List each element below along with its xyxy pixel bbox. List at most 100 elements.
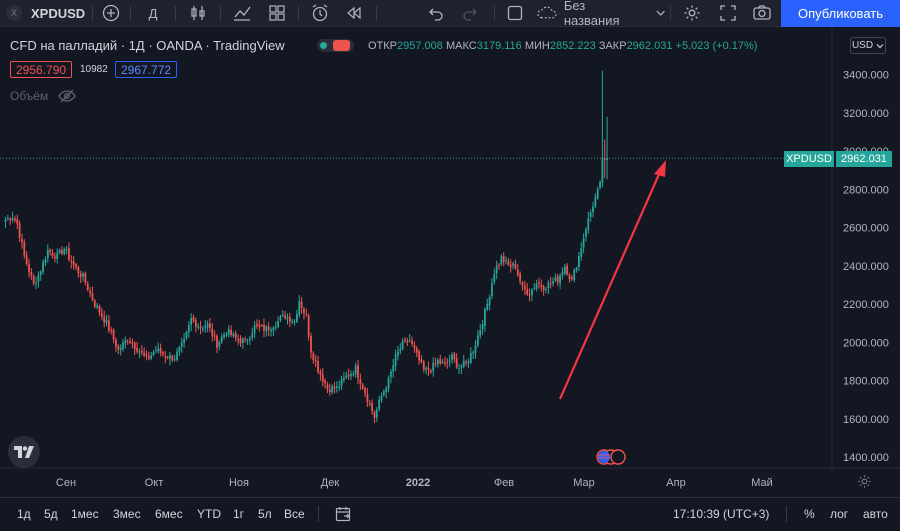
candle-body	[415, 348, 418, 353]
candle-body	[340, 379, 343, 386]
symbol-search[interactable]: X XPDUSD	[6, 4, 85, 22]
chart-pane[interactable]: 1400.000 1600.000 1800.000 2000.000 2200.000…	[0, 28, 900, 496]
candle-body	[538, 282, 540, 285]
fullscreen-icon[interactable]	[716, 3, 740, 23]
symbol-name[interactable]: XPDUSD	[31, 5, 86, 21]
price-chart[interactable]: 1400.000 1600.000 1800.000 2000.000 2200.000…	[0, 28, 900, 496]
tradingview-logo[interactable]	[8, 436, 40, 468]
candle-body	[554, 277, 557, 281]
candle-body	[519, 273, 522, 282]
toolbar-divider	[318, 506, 319, 522]
market-status-toggle[interactable]	[317, 39, 354, 52]
range-1d-button[interactable]: 1д	[17, 507, 31, 521]
publish-button[interactable]: Опубликовать	[781, 0, 900, 27]
range-3m-button[interactable]: 3мес	[113, 507, 141, 521]
interval-button[interactable]: Д	[148, 5, 158, 21]
add-symbol-icon[interactable]	[100, 3, 122, 23]
log-scale-button[interactable]: лог	[830, 507, 849, 521]
price-tick-label: 1400.000	[843, 452, 889, 464]
layout-icon[interactable]	[503, 3, 527, 23]
candle-body	[533, 288, 536, 290]
candle-body	[44, 259, 47, 264]
candle-body	[552, 281, 554, 284]
spread-value: 10982	[80, 64, 108, 75]
candle-body	[418, 351, 420, 361]
price-tick-label: 1600.000	[843, 414, 889, 426]
candle-body	[408, 340, 411, 342]
candle-body	[314, 360, 317, 362]
chart-settings-icon[interactable]	[857, 474, 872, 489]
candle-body	[298, 301, 301, 315]
candle-body	[270, 329, 272, 332]
candle-body	[291, 321, 294, 323]
candle-body	[6, 218, 9, 220]
range-all-button[interactable]: Все	[284, 507, 305, 521]
candle-body	[187, 325, 190, 333]
range-ytd-button[interactable]: YTD	[197, 507, 221, 521]
candle-body	[11, 217, 14, 221]
candle-body	[169, 354, 171, 359]
percent-scale-button[interactable]: %	[804, 507, 815, 521]
candle-body	[129, 341, 131, 343]
eye-hidden-icon[interactable]	[58, 89, 76, 103]
candle-body	[115, 339, 117, 347]
candle-body	[561, 272, 564, 276]
range-6m-button[interactable]: 6мес	[155, 507, 183, 521]
range-1m-button[interactable]: 1мес	[71, 507, 99, 521]
toolbar-divider	[175, 6, 176, 21]
templates-icon[interactable]	[265, 3, 289, 23]
candle-body	[359, 379, 362, 384]
candle-body	[112, 329, 115, 340]
event-flag-icon	[610, 449, 626, 465]
candle-body	[526, 289, 529, 295]
buy-price-button[interactable]: 2967.772	[115, 61, 178, 78]
settings-icon[interactable]	[680, 3, 704, 23]
candle-body	[39, 271, 42, 275]
time-tick-label: Сен	[56, 477, 76, 489]
candle-body	[474, 345, 477, 353]
currency-select[interactable]: USD	[850, 37, 886, 54]
indicators-icon[interactable]	[230, 3, 254, 23]
candle-body	[514, 264, 517, 269]
layout-name-button[interactable]: Без названия	[536, 0, 666, 28]
candle-body	[441, 362, 444, 364]
alert-icon[interactable]	[308, 3, 332, 23]
close-label: ЗАКР	[598, 40, 627, 52]
redo-icon[interactable]	[458, 3, 482, 23]
undo-icon[interactable]	[424, 3, 448, 23]
range-5d-button[interactable]: 5д	[44, 507, 58, 521]
candle-body	[223, 334, 225, 338]
price-tick-label: 2400.000	[843, 261, 889, 273]
candle-body	[284, 315, 287, 319]
candle-body	[472, 352, 475, 354]
range-1y-button[interactable]: 1г	[233, 507, 245, 521]
screenshot-icon[interactable]	[750, 3, 774, 23]
clock-timezone[interactable]: 17:10:39 (UTC+3)	[673, 507, 770, 521]
candle-body	[140, 351, 143, 353]
candle-body	[173, 359, 176, 361]
candle-body	[535, 283, 538, 289]
candle-body	[277, 320, 279, 327]
candle-body	[425, 367, 428, 370]
candle-body	[422, 361, 425, 370]
candle-body	[568, 274, 571, 279]
candle-body	[72, 261, 75, 266]
sell-price-button[interactable]: 2956.790	[10, 61, 73, 78]
candle-body	[437, 360, 439, 365]
date-range-icon[interactable]	[334, 505, 352, 523]
candle-body	[531, 289, 533, 296]
candle-body	[582, 238, 585, 248]
candle-body	[596, 188, 599, 199]
bar-style-icon[interactable]	[186, 3, 210, 23]
candle-body	[465, 361, 467, 363]
candle-body	[321, 374, 324, 382]
candle-body	[594, 197, 597, 207]
replay-icon[interactable]	[342, 3, 366, 23]
candle-body	[75, 264, 77, 268]
range-5y-button[interactable]: 5л	[258, 507, 272, 521]
price-tick-label: 2000.000	[843, 337, 889, 349]
candle-body	[455, 357, 458, 368]
candle-body	[162, 352, 164, 355]
auto-scale-button[interactable]: авто	[863, 507, 888, 521]
candle-body	[491, 283, 493, 297]
